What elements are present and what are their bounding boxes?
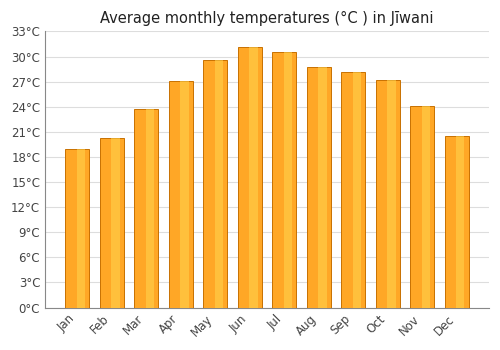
Bar [214,60,223,308]
Bar [76,149,85,308]
Bar [341,72,365,308]
Bar [306,68,331,308]
Bar [284,52,292,308]
Bar [272,52,296,308]
Bar [387,80,396,308]
Bar [111,138,120,308]
Bar [422,106,430,308]
Bar [456,136,464,308]
Bar [180,81,188,308]
Bar [146,109,154,308]
Bar [238,47,262,308]
Bar [376,80,400,308]
Bar [66,149,90,308]
Bar [203,60,228,308]
Bar [444,136,468,308]
Bar [318,68,326,308]
Bar [410,106,434,308]
Bar [168,81,193,308]
Bar [352,72,361,308]
Bar [100,138,124,308]
Title: Average monthly temperatures (°C ) in Jīwani: Average monthly temperatures (°C ) in Jī… [100,11,434,26]
Bar [249,47,258,308]
Bar [134,109,158,308]
